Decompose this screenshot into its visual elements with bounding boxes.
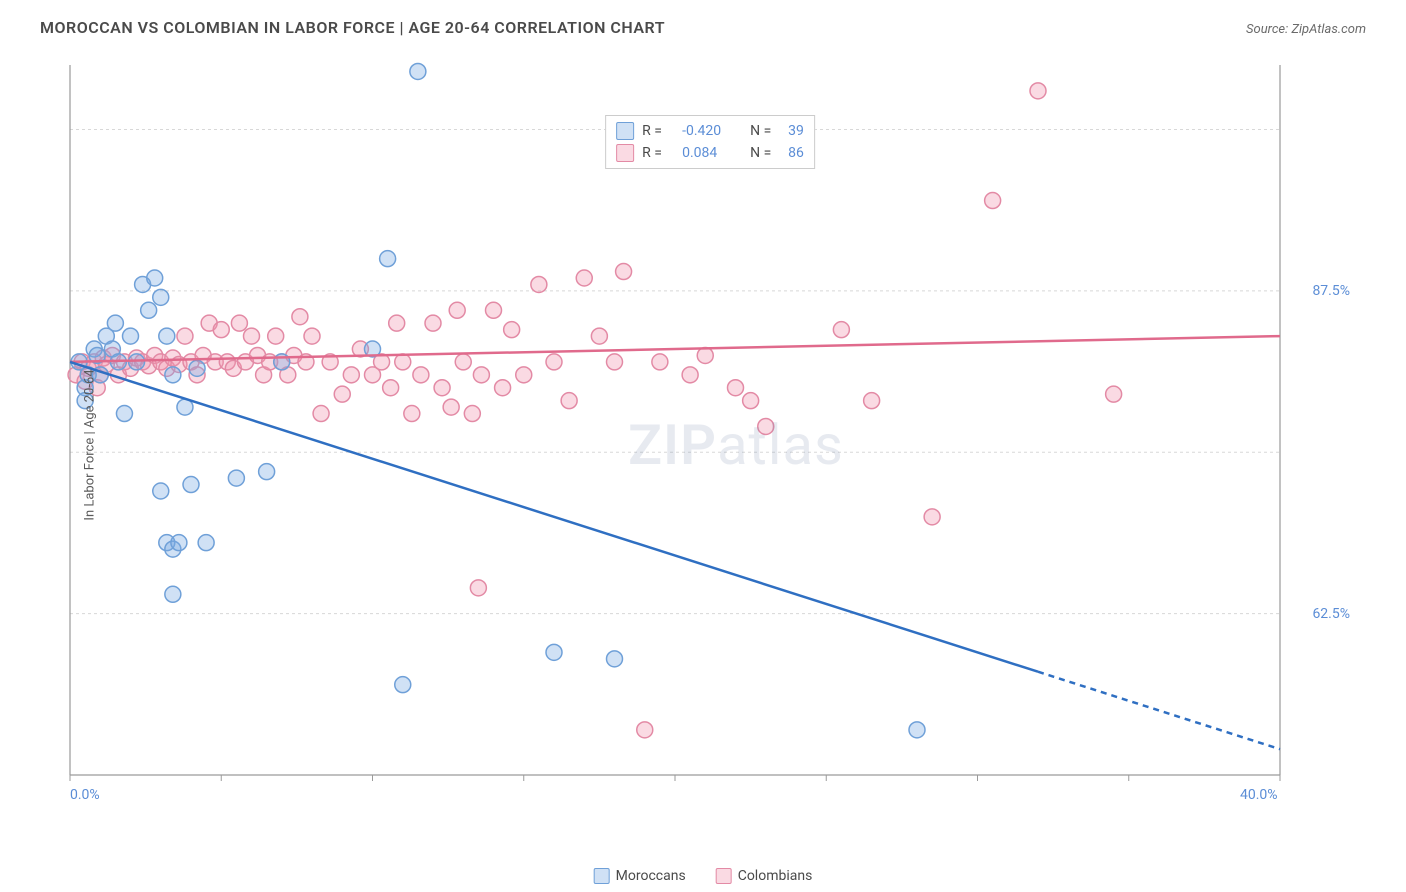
stats-legend: R = -0.420 N = 39 R = 0.084 N = 86 xyxy=(605,115,815,169)
r-label: R = xyxy=(642,123,674,139)
legend-label-moroccans: Moroccans xyxy=(616,868,686,884)
stats-row-moroccans: R = -0.420 N = 39 xyxy=(616,120,804,142)
y-tick-label: 62.5% xyxy=(1312,606,1350,622)
bottom-legend: Moroccans Colombians xyxy=(594,868,813,884)
legend-item-moroccans: Moroccans xyxy=(594,868,686,884)
source-name: ZipAtlas.com xyxy=(1291,22,1366,37)
x-tick-label: 40.0% xyxy=(1240,787,1278,803)
source-prefix: Source: xyxy=(1246,22,1291,37)
r-value-moroccans: -0.420 xyxy=(682,123,742,139)
r-value-colombians: 0.084 xyxy=(682,145,742,161)
n-label: N = xyxy=(750,145,780,161)
source-attribution: Source: ZipAtlas.com xyxy=(1246,22,1366,37)
chart-header: MOROCCAN VS COLOMBIAN IN LABOR FORCE | A… xyxy=(40,18,1366,37)
legend-label-colombians: Colombians xyxy=(738,868,813,884)
n-label: N = xyxy=(750,123,780,139)
n-value-moroccans: 39 xyxy=(788,123,804,139)
scatter-chart xyxy=(60,55,1360,835)
y-axis-label: In Labor Force | Age 20-64 xyxy=(83,369,98,520)
legend-swatch-moroccans xyxy=(594,868,610,884)
y-tick-label: 87.5% xyxy=(1312,283,1350,299)
r-label: R = xyxy=(642,145,674,161)
x-tick-label: 0.0% xyxy=(70,787,100,803)
swatch-colombians xyxy=(616,144,634,162)
legend-item-colombians: Colombians xyxy=(716,868,813,884)
chart-title: MOROCCAN VS COLOMBIAN IN LABOR FORCE | A… xyxy=(40,18,665,37)
n-value-colombians: 86 xyxy=(788,145,804,161)
swatch-moroccans xyxy=(616,122,634,140)
legend-swatch-colombians xyxy=(716,868,732,884)
stats-row-colombians: R = 0.084 N = 86 xyxy=(616,142,804,164)
chart-container: In Labor Force | Age 20-64 ZIPatlas R = … xyxy=(60,55,1360,835)
